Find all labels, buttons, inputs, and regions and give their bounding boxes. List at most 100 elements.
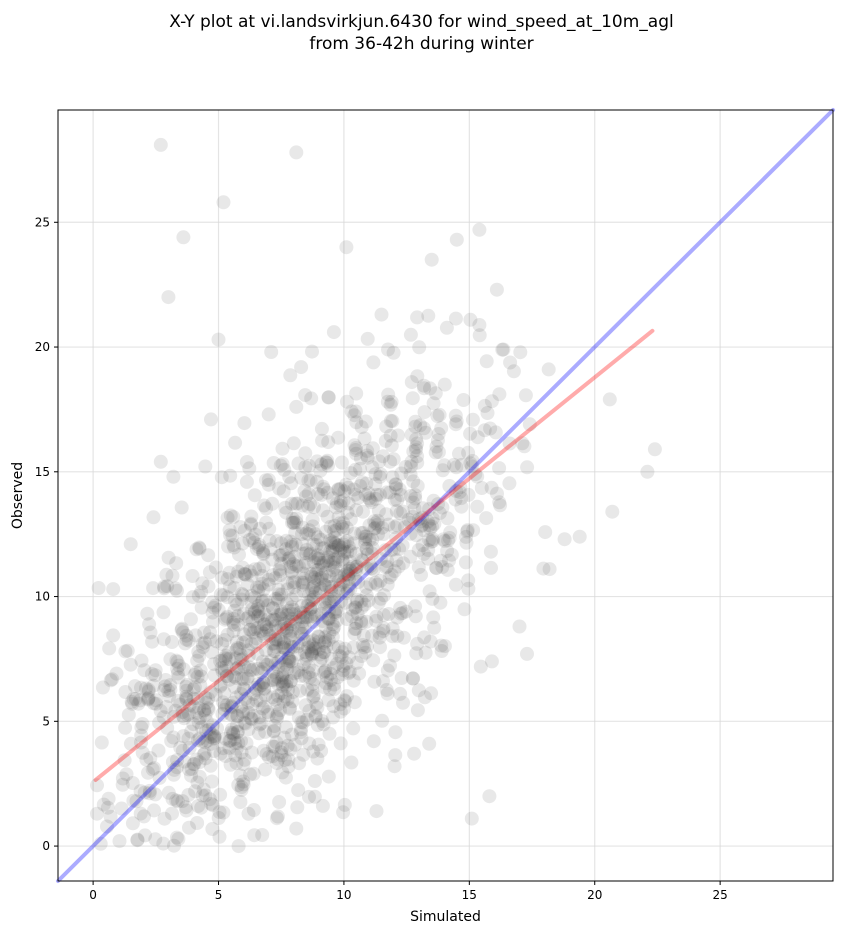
scatter-point — [301, 527, 316, 542]
scatter-point — [329, 523, 344, 538]
scatter-point — [347, 438, 362, 453]
scatter-point — [190, 691, 205, 706]
scatter-point — [119, 767, 134, 782]
scatter-point — [252, 717, 267, 732]
scatter-point — [229, 756, 244, 771]
scatter-point — [226, 510, 241, 524]
scatter-point — [422, 736, 437, 751]
scatter-point — [241, 806, 256, 821]
scatter-point — [299, 526, 314, 541]
scatter-point — [331, 640, 346, 655]
scatter-point — [319, 455, 334, 470]
scatter-point — [197, 625, 212, 640]
scatter-point — [425, 591, 440, 606]
scatter-point — [190, 733, 205, 748]
scatter-point — [146, 510, 161, 525]
scatter-point — [160, 720, 175, 735]
scatter-point — [332, 580, 347, 595]
scatter-point — [431, 445, 446, 460]
scatter-point — [229, 662, 244, 677]
chart-title-line-1: X-Y plot at vi.landsvirkjun.6430 for win… — [169, 12, 673, 32]
scatter-point — [326, 325, 341, 340]
scatter-point — [434, 638, 449, 653]
scatter-point — [279, 623, 294, 638]
scatter-point — [334, 594, 349, 609]
scatter-point — [277, 616, 292, 631]
scatter-point — [191, 799, 206, 814]
scatter-point — [421, 543, 436, 558]
scatter-point — [322, 595, 337, 610]
scatter-point — [204, 726, 219, 741]
scatter-point — [337, 544, 352, 559]
scatter-point — [241, 695, 256, 710]
scatter-point — [255, 654, 270, 669]
scatter-point — [292, 636, 307, 651]
scatter-point — [169, 830, 184, 845]
scatter-point — [306, 744, 321, 759]
scatter-point — [437, 534, 452, 548]
scatter-point — [394, 466, 409, 481]
scatter-point — [349, 546, 364, 561]
scatter-point — [286, 602, 301, 617]
scatter-point — [252, 538, 267, 552]
scatter-point — [123, 736, 138, 751]
scatter-point — [282, 469, 297, 484]
scatter-point — [390, 610, 405, 625]
scatter-point — [293, 605, 308, 620]
scatter-point — [273, 564, 287, 579]
scatter-point — [389, 504, 404, 519]
scatter-point — [296, 584, 311, 599]
scatter-point — [165, 791, 180, 806]
scatter-point — [204, 730, 219, 745]
scatter-point — [305, 639, 320, 654]
scatter-point — [224, 707, 239, 722]
scatter-point — [347, 408, 362, 423]
scatter-point — [470, 469, 485, 484]
scatter-point — [271, 582, 286, 597]
scatter-point — [244, 595, 259, 610]
scatter-point — [536, 561, 551, 576]
scatter-point — [305, 519, 320, 534]
scatter-point — [247, 590, 262, 605]
scatter-point — [368, 491, 383, 506]
scatter-point — [281, 551, 296, 566]
scatter-point — [381, 517, 396, 532]
scatter-point — [223, 757, 238, 772]
scatter-point — [256, 626, 271, 641]
scatter-point — [245, 614, 260, 629]
scatter-point — [464, 811, 479, 826]
scatter-point — [283, 742, 298, 757]
scatter-point — [130, 833, 145, 848]
scatter-point — [308, 641, 323, 656]
scatter-point — [408, 599, 423, 614]
scatter-point — [295, 614, 310, 629]
scatter-point — [359, 588, 374, 603]
scatter-point — [234, 592, 249, 607]
scatter-point — [348, 600, 363, 615]
scatter-point — [408, 488, 423, 503]
scatter-point — [252, 710, 267, 724]
scatter-point — [303, 546, 318, 561]
scatter-point — [329, 604, 344, 619]
scatter-point — [341, 539, 356, 554]
scatter-point — [378, 560, 393, 575]
scatter-point — [295, 537, 310, 552]
scatter-point — [241, 722, 256, 737]
scatter-point — [301, 486, 316, 501]
scatter-point — [336, 516, 351, 530]
scatter-point — [261, 473, 276, 487]
scatter-point — [187, 667, 202, 682]
scatter-point — [348, 572, 363, 587]
scatter-point — [306, 537, 321, 552]
scatter-point — [304, 646, 319, 661]
scatter-point — [342, 561, 357, 576]
scatter-point — [461, 487, 476, 502]
scatter-point — [251, 604, 266, 619]
scatter-point — [168, 581, 183, 596]
scatter-point — [313, 653, 328, 668]
scatter-point — [289, 511, 304, 526]
scatter-point — [168, 703, 183, 718]
scatter-point — [302, 587, 317, 602]
scatter-point — [222, 733, 237, 748]
scatter-point — [347, 526, 362, 541]
